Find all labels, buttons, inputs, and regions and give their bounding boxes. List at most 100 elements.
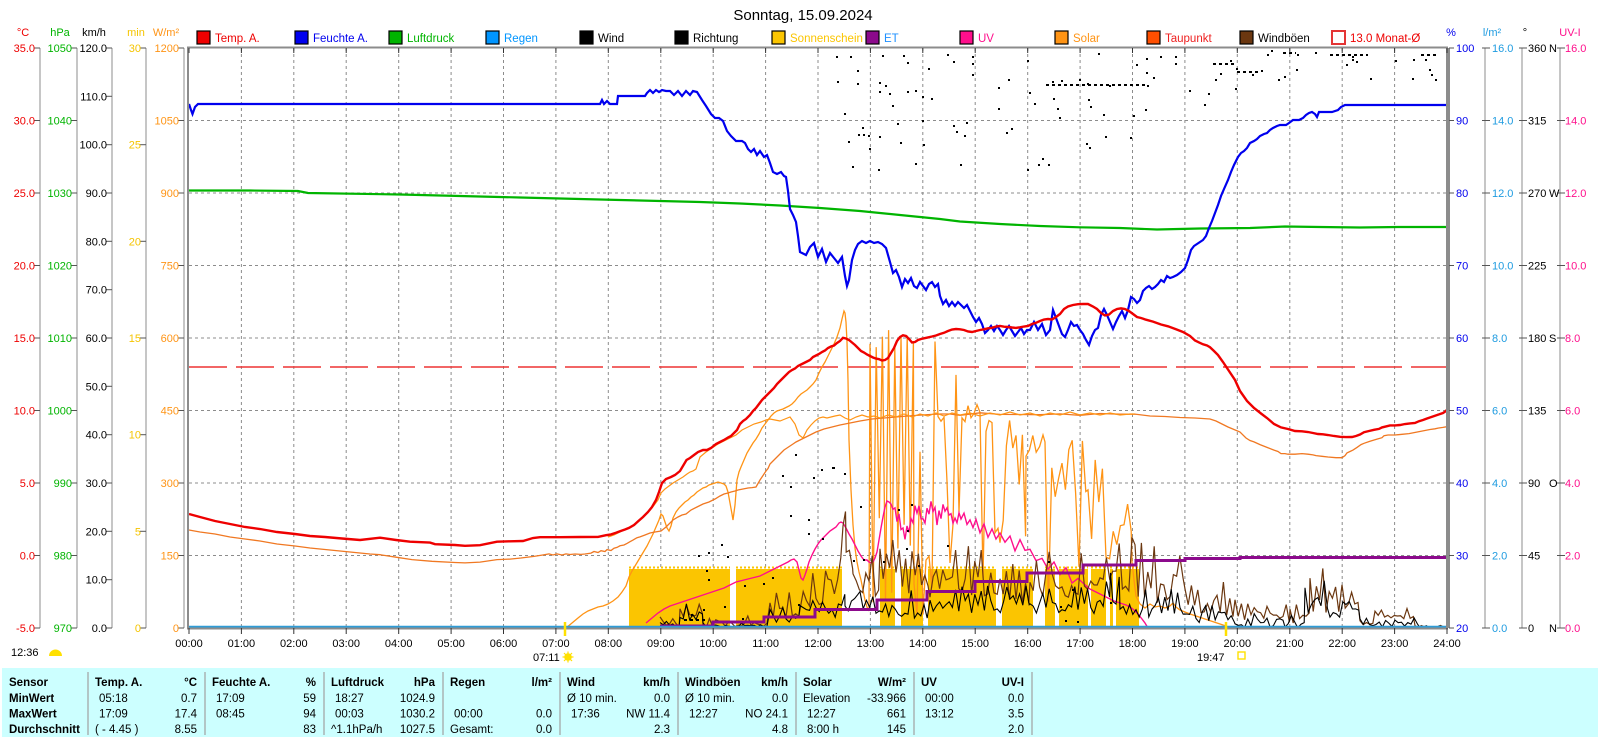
svg-text:0.7: 0.7 bbox=[181, 693, 197, 705]
svg-text:70: 70 bbox=[1456, 261, 1468, 273]
svg-text:UV: UV bbox=[921, 677, 937, 689]
svg-text:13.0 Monat-Ø: 13.0 Monat-Ø bbox=[1350, 33, 1420, 45]
svg-text:UV: UV bbox=[978, 33, 994, 45]
svg-text:14.0: 14.0 bbox=[1565, 116, 1586, 128]
svg-text:Windböen: Windböen bbox=[1258, 33, 1310, 45]
svg-text:-5.0: -5.0 bbox=[16, 623, 35, 635]
svg-text:5: 5 bbox=[135, 526, 141, 538]
svg-text:2.0: 2.0 bbox=[1492, 551, 1507, 563]
svg-text:750: 750 bbox=[161, 261, 179, 273]
svg-text:04:00: 04:00 bbox=[385, 638, 413, 650]
svg-text:Solar: Solar bbox=[1073, 33, 1100, 45]
svg-text:990: 990 bbox=[54, 478, 72, 490]
svg-text:°C: °C bbox=[17, 27, 29, 39]
svg-text:70.0: 70.0 bbox=[86, 285, 107, 297]
svg-text:4.0: 4.0 bbox=[1492, 478, 1507, 490]
svg-text:W/m²: W/m² bbox=[878, 677, 906, 689]
svg-text:1030.2: 1030.2 bbox=[400, 709, 435, 721]
svg-text:Ø 10 min.: Ø 10 min. bbox=[685, 693, 735, 705]
svg-text:12:27: 12:27 bbox=[689, 709, 718, 721]
svg-text:00:00: 00:00 bbox=[925, 693, 954, 705]
svg-text:80.0: 80.0 bbox=[86, 236, 107, 248]
svg-text:°: ° bbox=[1523, 27, 1527, 39]
svg-text:21:00: 21:00 bbox=[1276, 638, 1304, 650]
svg-text:300: 300 bbox=[161, 478, 179, 490]
svg-text:Sonnenschein: Sonnenschein bbox=[790, 33, 863, 45]
svg-text:12:36: 12:36 bbox=[11, 647, 39, 659]
svg-text:km/h: km/h bbox=[82, 27, 106, 39]
svg-text:08:00: 08:00 bbox=[595, 638, 623, 650]
svg-text:01:00: 01:00 bbox=[228, 638, 256, 650]
svg-text:l/m²: l/m² bbox=[532, 677, 553, 689]
svg-text:150: 150 bbox=[161, 551, 179, 563]
svg-text:970: 970 bbox=[54, 623, 72, 635]
svg-text:13:00: 13:00 bbox=[857, 638, 885, 650]
svg-text:km/h: km/h bbox=[761, 677, 788, 689]
svg-text:35.0: 35.0 bbox=[14, 43, 35, 55]
svg-text:980: 980 bbox=[54, 551, 72, 563]
svg-text:Sonntag, 15.09.2024: Sonntag, 15.09.2024 bbox=[733, 7, 872, 24]
svg-text:1050: 1050 bbox=[48, 43, 72, 55]
svg-text:11:00: 11:00 bbox=[752, 638, 779, 650]
svg-text:hPa: hPa bbox=[414, 677, 436, 689]
svg-text:16.0: 16.0 bbox=[1492, 43, 1513, 55]
svg-text:hPa: hPa bbox=[50, 27, 70, 39]
svg-text:270: 270 bbox=[1528, 188, 1546, 200]
svg-text:( - 4.45 ): ( - 4.45 ) bbox=[95, 724, 139, 736]
svg-text:120.0: 120.0 bbox=[79, 43, 107, 55]
svg-text:N: N bbox=[1549, 43, 1557, 55]
svg-text:900: 900 bbox=[161, 188, 179, 200]
svg-text:W/m²: W/m² bbox=[153, 27, 180, 39]
svg-text:02:00: 02:00 bbox=[280, 638, 308, 650]
svg-text:N: N bbox=[1549, 623, 1557, 635]
svg-text:30: 30 bbox=[129, 43, 141, 55]
svg-text:MaxWert: MaxWert bbox=[9, 709, 57, 721]
svg-text:NW 11.4: NW 11.4 bbox=[626, 709, 670, 721]
svg-text:NO 24.1: NO 24.1 bbox=[745, 709, 788, 721]
svg-text:10.0: 10.0 bbox=[86, 575, 107, 587]
svg-text:05:18: 05:18 bbox=[99, 693, 128, 705]
svg-text:0.0: 0.0 bbox=[654, 693, 670, 705]
svg-text:3.5: 3.5 bbox=[1008, 709, 1024, 721]
svg-text:03:00: 03:00 bbox=[332, 638, 360, 650]
svg-text:145: 145 bbox=[887, 724, 906, 736]
svg-text:20.0: 20.0 bbox=[14, 261, 35, 273]
svg-text:Regen: Regen bbox=[450, 677, 485, 689]
svg-text:00:03: 00:03 bbox=[335, 709, 364, 721]
svg-text:0.0: 0.0 bbox=[536, 724, 552, 736]
svg-text:Gesamt:: Gesamt: bbox=[450, 724, 493, 736]
svg-text:6.0: 6.0 bbox=[1565, 406, 1580, 418]
svg-text:2.0: 2.0 bbox=[1008, 724, 1024, 736]
svg-text:1050: 1050 bbox=[155, 116, 179, 128]
svg-text:12.0: 12.0 bbox=[1492, 188, 1513, 200]
svg-text:00:00: 00:00 bbox=[175, 638, 203, 650]
svg-text:100: 100 bbox=[1456, 43, 1474, 55]
svg-text:1020: 1020 bbox=[48, 261, 72, 273]
svg-text:30.0: 30.0 bbox=[86, 478, 107, 490]
svg-text:Luftdruck: Luftdruck bbox=[407, 33, 455, 45]
svg-text:100.0: 100.0 bbox=[79, 140, 107, 152]
svg-text:19:00: 19:00 bbox=[1171, 638, 1199, 650]
svg-text:6.0: 6.0 bbox=[1492, 406, 1507, 418]
svg-text:20.0: 20.0 bbox=[86, 526, 107, 538]
svg-text:08:45: 08:45 bbox=[216, 709, 245, 721]
svg-text:Temp. A.: Temp. A. bbox=[95, 677, 142, 689]
svg-text:17:36: 17:36 bbox=[571, 709, 600, 721]
svg-text:180: 180 bbox=[1528, 333, 1546, 345]
svg-text:1010: 1010 bbox=[48, 333, 72, 345]
svg-text:Wind: Wind bbox=[567, 677, 595, 689]
svg-text:00:00: 00:00 bbox=[454, 709, 483, 721]
svg-text:40.0: 40.0 bbox=[86, 430, 107, 442]
svg-text:-33.966: -33.966 bbox=[867, 693, 906, 705]
svg-text:17:09: 17:09 bbox=[99, 709, 128, 721]
svg-text:90.0: 90.0 bbox=[86, 188, 107, 200]
svg-text:20: 20 bbox=[129, 236, 141, 248]
svg-text:1000: 1000 bbox=[48, 406, 72, 418]
svg-text:1040: 1040 bbox=[48, 116, 72, 128]
svg-text:12:27: 12:27 bbox=[807, 709, 836, 721]
svg-text:90: 90 bbox=[1528, 478, 1540, 490]
svg-text:^1.1hPa/h: ^1.1hPa/h bbox=[331, 724, 382, 736]
svg-text:10.0: 10.0 bbox=[1565, 261, 1586, 273]
svg-text:315: 315 bbox=[1528, 116, 1546, 128]
svg-text:20: 20 bbox=[1456, 623, 1468, 635]
